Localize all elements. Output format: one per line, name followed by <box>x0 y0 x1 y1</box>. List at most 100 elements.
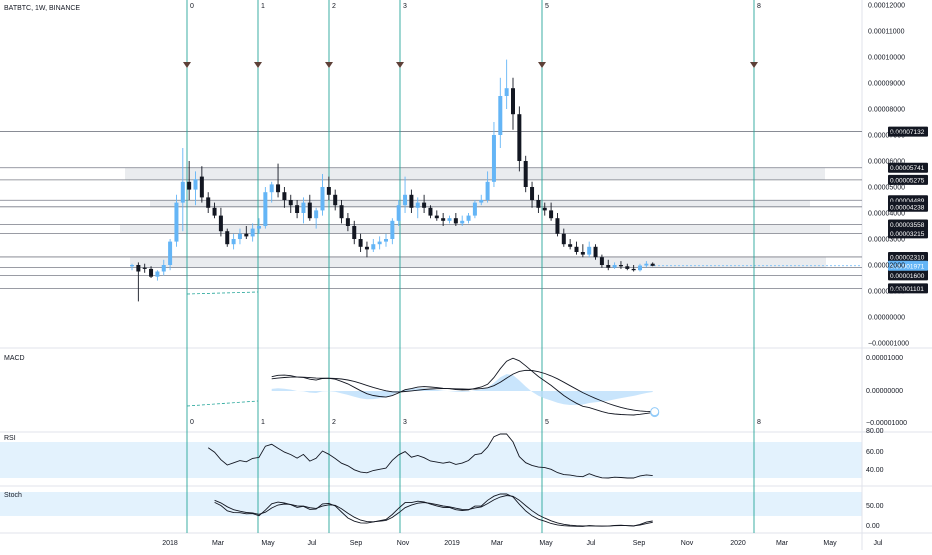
candle-body <box>371 244 376 250</box>
price-axis-tick: 0.00011000 <box>868 29 905 36</box>
candle-body <box>276 184 281 193</box>
cycle-label-top: 2 <box>332 3 336 10</box>
time-axis-tick: Nov <box>397 540 410 547</box>
stoch-tick: 0.00 <box>866 523 880 530</box>
price-axis-tick: 0.00006000 <box>868 159 905 166</box>
candle-body <box>498 96 503 135</box>
rsi-tick: 60.00 <box>866 449 884 456</box>
time-axis-tick: Jul <box>874 540 883 547</box>
candle-body <box>199 176 204 198</box>
candle-body <box>587 246 592 255</box>
price-band <box>125 167 825 180</box>
candle-body <box>237 233 242 239</box>
stoch-label: Stoch <box>4 492 22 499</box>
price-level-tag <box>888 126 928 137</box>
candle-body <box>231 239 236 245</box>
candle-body <box>428 207 433 216</box>
price-axis-tick: 0.00003000 <box>868 237 905 244</box>
price-axis-tick: 0.00010000 <box>868 55 905 62</box>
candle-body <box>155 271 160 277</box>
cycle-label-top: 8 <box>757 3 761 10</box>
candle-body <box>384 239 388 242</box>
macd-signal-end-dot <box>650 407 660 417</box>
time-axis-tick: 2020 <box>730 540 746 547</box>
cycle-label-bottom: 1 <box>261 419 265 426</box>
rsi-tick: 80.00 <box>866 428 884 435</box>
candle-body <box>549 210 554 219</box>
candle-body <box>225 231 230 245</box>
candle-body <box>352 226 357 239</box>
candle-body <box>580 252 585 255</box>
price-level-value: 0.00004489 <box>890 198 925 205</box>
price-level-tag <box>888 251 928 262</box>
rsi-band <box>0 442 862 478</box>
candle-body <box>441 218 446 221</box>
candle-body <box>174 202 179 242</box>
rsi-tick: 40.00 <box>866 467 884 474</box>
price-level-tag <box>888 201 928 212</box>
price-axis-tick: 0.00001000 <box>868 289 905 296</box>
candle-body <box>568 244 573 247</box>
price-level-tag <box>888 270 928 281</box>
candle-body <box>212 207 217 216</box>
rsi-line <box>207 433 653 479</box>
price-level-value: 0.00005741 <box>890 165 925 172</box>
candle-body <box>339 205 344 219</box>
time-axis-tick: May <box>823 540 837 547</box>
time-axis-tick: Jul <box>587 540 596 547</box>
candle-body <box>460 220 465 224</box>
price-axis-tick: 0.00002000 <box>868 263 905 270</box>
cycle-label-bottom: 0 <box>190 419 194 426</box>
candle-body <box>396 205 401 221</box>
candle-body <box>644 263 649 266</box>
candle-body <box>250 228 255 237</box>
price-axis-tick: −0.00001000 <box>868 341 909 348</box>
candle-body <box>149 268 154 277</box>
candle-body <box>136 265 141 272</box>
time-axis-tick: Nov <box>681 540 694 547</box>
price-axis-tick: 0.00012000 <box>868 3 905 10</box>
price-level-value: 0.00005275 <box>890 177 925 184</box>
cycle-label-bottom: 5 <box>545 419 549 426</box>
candle-body <box>618 265 623 267</box>
candle-body <box>523 161 528 187</box>
candle-body <box>193 179 198 190</box>
projection-dash <box>186 400 259 407</box>
price-band <box>120 224 830 234</box>
candle-body <box>638 265 642 271</box>
rsi-label: RSI <box>4 435 16 442</box>
candle-body <box>307 202 312 219</box>
candle-body <box>130 265 134 267</box>
cycle-arrow-icon <box>254 62 262 68</box>
candle-body <box>434 215 439 219</box>
candle-body <box>561 233 566 245</box>
stoch-d-line <box>214 495 653 527</box>
candle-body <box>504 88 509 96</box>
candle-body <box>415 202 420 208</box>
candle-body <box>206 197 211 208</box>
price-level-tag <box>888 283 928 294</box>
candle-body <box>320 187 325 211</box>
cycle-label-top: 3 <box>403 3 407 10</box>
candle-body <box>631 268 636 271</box>
candle-body <box>409 194 414 208</box>
candle-body <box>574 246 579 252</box>
price-level-tag <box>888 228 928 239</box>
macd-line <box>271 357 653 416</box>
macd-tick: −0.00001000 <box>866 420 907 427</box>
candle-body <box>472 202 477 216</box>
candle-body <box>314 210 319 219</box>
macd-signal-line <box>271 369 653 413</box>
last-price-value: 0.00001971 <box>890 263 925 270</box>
candle-body <box>403 194 408 206</box>
candle-body <box>301 202 306 213</box>
candle-body <box>168 241 173 265</box>
candle-body <box>333 194 338 206</box>
candle-body <box>555 218 560 234</box>
candle-body <box>345 218 350 226</box>
time-axis-tick: Jul <box>308 540 317 547</box>
candle-body <box>466 215 471 221</box>
macd-histogram <box>271 374 653 406</box>
